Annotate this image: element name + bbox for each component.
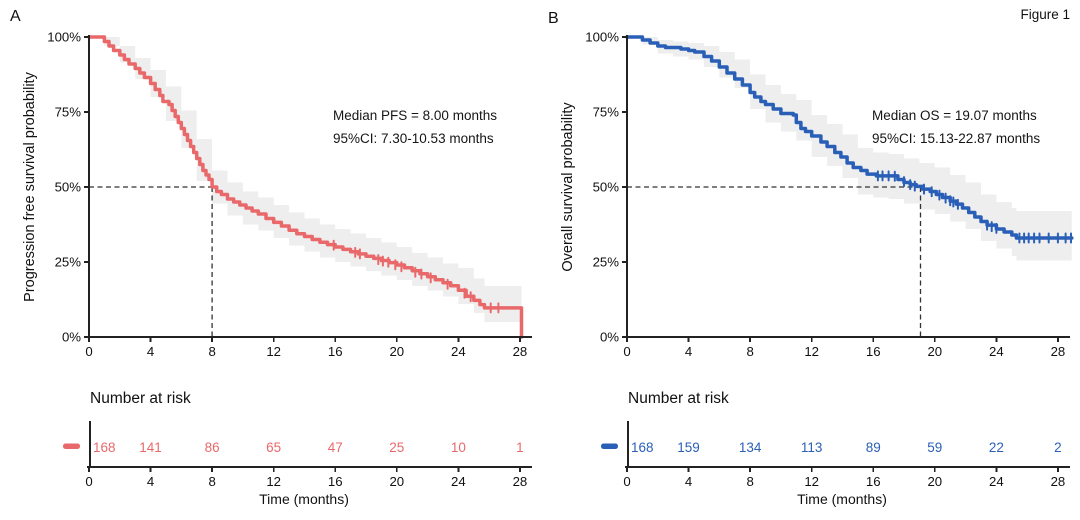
- risk-count: 159: [677, 440, 700, 455]
- median-reference-lines: [89, 186, 213, 337]
- risk-count: 10: [451, 440, 466, 455]
- svg-text:20: 20: [389, 344, 404, 359]
- y-axis-title-pfs: Progression free survival probability: [22, 72, 38, 302]
- confidence-band: [89, 37, 522, 322]
- censor-marks: [876, 170, 1072, 244]
- risk-table-title-b: Number at risk: [628, 390, 729, 407]
- svg-text:4: 4: [685, 344, 692, 359]
- svg-text:0%: 0%: [62, 330, 81, 345]
- svg-text:12: 12: [266, 344, 281, 359]
- svg-text:4: 4: [685, 474, 692, 489]
- median-annotation-pfs-line2: 95%CI: 7.30-10.53 months: [333, 131, 494, 146]
- svg-text:25%: 25%: [593, 255, 620, 270]
- x-axis-title-a: Time (months): [259, 491, 349, 507]
- risk-count: 1: [516, 440, 524, 455]
- risk-count: 141: [139, 440, 162, 455]
- tick-labels: 0 0 4 4 8 8 12 12 16 16 20 20 24 24 28 28 0% 25% 50% 75% 100…: [47, 30, 527, 490]
- svg-text:50%: 50%: [55, 180, 82, 195]
- svg-text:20: 20: [927, 344, 942, 359]
- svg-text:28: 28: [513, 474, 528, 489]
- risk-count: 134: [739, 440, 762, 455]
- svg-text:12: 12: [266, 474, 281, 489]
- panel-letter-b: B: [548, 10, 559, 27]
- median-reference-lines: [627, 186, 922, 337]
- panel-letter-a: A: [10, 8, 21, 25]
- risk-table-title-a: Number at risk: [90, 390, 191, 407]
- svg-text:75%: 75%: [593, 105, 620, 120]
- risk-count: 47: [328, 440, 343, 455]
- median-annotation-pfs: Median PFS = 8.00 months 95%CI: 7.30-10.…: [333, 104, 497, 150]
- svg-text:8: 8: [746, 344, 753, 359]
- svg-text:0: 0: [85, 474, 92, 489]
- x-axis-title-b: Time (months): [797, 491, 887, 507]
- svg-text:24: 24: [989, 474, 1004, 489]
- svg-text:8: 8: [208, 474, 215, 489]
- risk-legend-dash: [63, 443, 80, 449]
- svg-text:12: 12: [804, 474, 819, 489]
- svg-text:24: 24: [989, 344, 1004, 359]
- svg-text:28: 28: [1051, 474, 1066, 489]
- risk-count: 168: [631, 440, 654, 455]
- median-annotation-os-line2: 95%CI: 15.13-22.87 months: [872, 131, 1041, 146]
- median-annotation-os-line1: Median OS = 19.07 months: [872, 108, 1037, 123]
- svg-text:28: 28: [513, 344, 528, 359]
- y-axis-title-os: Overall survival probability: [560, 102, 576, 272]
- svg-text:25%: 25%: [55, 255, 82, 270]
- svg-text:20: 20: [389, 474, 404, 489]
- svg-text:8: 8: [746, 474, 753, 489]
- km-panel-b: 0 0 4 4 8 8 12 12 16 16 20 20 24 24 28 28 0% 25% 50% 75% 100…: [585, 30, 1074, 490]
- svg-text:24: 24: [451, 474, 466, 489]
- risk-count: 25: [389, 440, 404, 455]
- censor-marks: [332, 239, 500, 314]
- svg-text:0: 0: [623, 344, 630, 359]
- risk-count: 59: [927, 440, 942, 455]
- median-annotation-os: Median OS = 19.07 months 95%CI: 15.13-22…: [872, 104, 1040, 150]
- axes: [84, 35, 532, 472]
- axes: [622, 35, 1070, 472]
- survival-curve: [625, 35, 1074, 240]
- tick-labels: 0 0 4 4 8 8 12 12 16 16 20 20 24 24 28 28 0% 25% 50% 75% 100…: [585, 30, 1065, 490]
- svg-text:0: 0: [85, 344, 92, 359]
- risk-count: 22: [989, 440, 1004, 455]
- survival-curve: [87, 35, 524, 339]
- svg-text:16: 16: [328, 474, 343, 489]
- svg-text:4: 4: [147, 344, 154, 359]
- svg-text:28: 28: [1051, 344, 1066, 359]
- risk-count: 168: [93, 440, 116, 455]
- svg-text:16: 16: [328, 344, 343, 359]
- svg-text:12: 12: [804, 344, 819, 359]
- risk-count: 89: [866, 440, 881, 455]
- risk-count: 2: [1054, 440, 1062, 455]
- figure-label: Figure 1: [1020, 7, 1070, 22]
- number-at-risk-row: 168 159 134 113 89 59 22 2: [631, 440, 1062, 455]
- svg-text:100%: 100%: [47, 30, 81, 45]
- svg-text:16: 16: [866, 344, 881, 359]
- number-at-risk-row: 168 141 86 65 47 25 10 1: [93, 440, 524, 455]
- km-panel-a: 0 0 4 4 8 8 12 12 16 16 20 20 24 24 28 28 0% 25% 50% 75% 100…: [47, 30, 532, 490]
- svg-text:8: 8: [208, 344, 215, 359]
- svg-text:16: 16: [866, 474, 881, 489]
- risk-count: 113: [801, 440, 823, 455]
- median-annotation-pfs-line1: Median PFS = 8.00 months: [333, 108, 497, 123]
- risk-count: 65: [266, 440, 281, 455]
- svg-text:24: 24: [451, 344, 466, 359]
- svg-text:20: 20: [927, 474, 942, 489]
- svg-text:0: 0: [623, 474, 630, 489]
- risk-legend-dash: [601, 443, 618, 449]
- svg-text:0%: 0%: [600, 330, 619, 345]
- svg-text:75%: 75%: [55, 105, 82, 120]
- svg-text:100%: 100%: [585, 30, 619, 45]
- svg-text:50%: 50%: [593, 180, 620, 195]
- svg-text:4: 4: [147, 474, 154, 489]
- risk-count: 86: [205, 440, 220, 455]
